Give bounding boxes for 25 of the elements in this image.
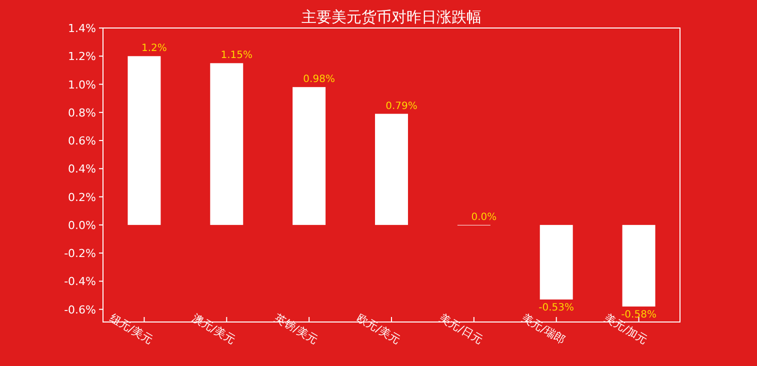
data-label: 0.79%: [386, 100, 418, 112]
y-tick-label: -0.4%: [64, 275, 96, 288]
bar: [622, 224, 656, 307]
y-tick-label: -0.6%: [64, 303, 96, 316]
y-tick-label: -0.2%: [64, 247, 96, 260]
y-tick-label: 0.8%: [68, 106, 96, 120]
y-tick-label: 0.4%: [68, 162, 96, 176]
y-tick-label: 0.0%: [68, 218, 96, 232]
data-label: 0.98%: [303, 74, 335, 86]
y-tick-label: 0.2%: [68, 190, 96, 204]
y-tick-label: 1.0%: [68, 78, 96, 92]
bar: [375, 114, 408, 225]
y-tick-label: 1.4%: [68, 22, 96, 35]
bar: [292, 87, 326, 225]
y-tick-label: 1.2%: [68, 50, 96, 64]
data-label: -0.58%: [621, 310, 656, 321]
bar: [540, 224, 573, 300]
bar: [128, 56, 161, 225]
data-label: 1.15%: [220, 50, 253, 62]
bar: [210, 63, 244, 225]
data-label: 1.2%: [142, 43, 167, 54]
chart-title: 主要美元货币对昨日涨跌幅: [302, 8, 482, 26]
data-label: -0.53%: [538, 302, 574, 314]
y-tick-label: 0.6%: [68, 134, 96, 148]
data-label: 0.0%: [471, 212, 497, 223]
